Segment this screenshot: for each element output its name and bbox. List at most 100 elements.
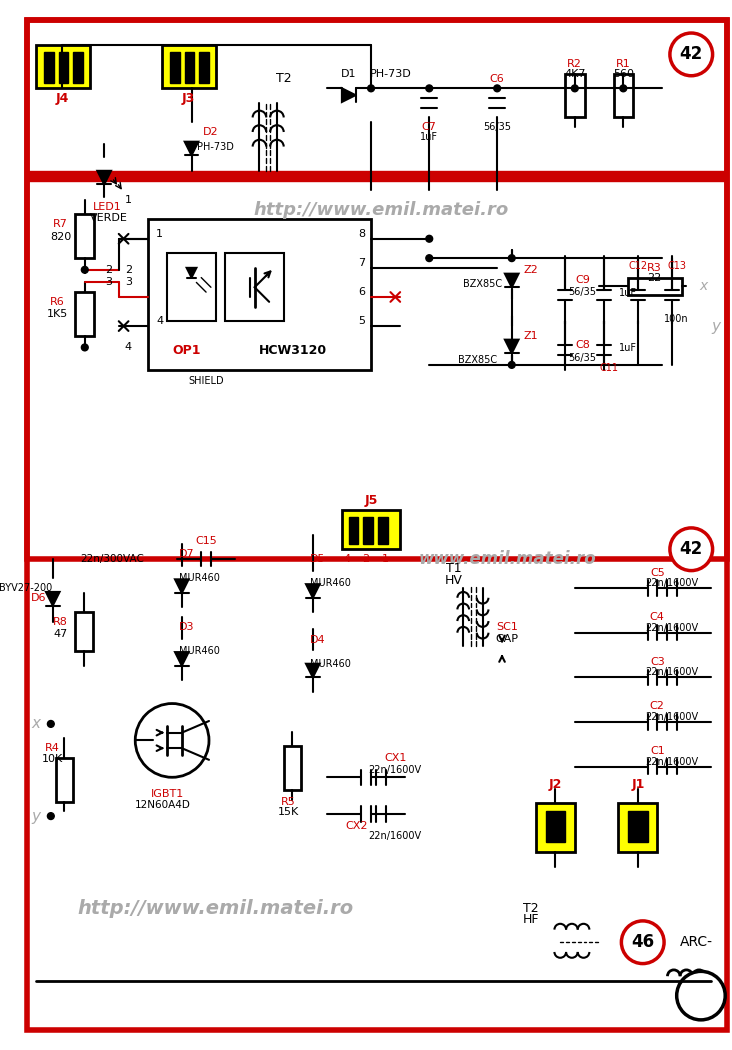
- Text: D2: D2: [203, 127, 219, 136]
- Bar: [565, 74, 585, 118]
- Polygon shape: [505, 274, 518, 288]
- Text: BZX85C: BZX85C: [458, 355, 497, 365]
- Circle shape: [426, 235, 433, 243]
- Text: 4: 4: [343, 554, 351, 564]
- Text: 42: 42: [679, 541, 703, 559]
- Text: BYV27-200: BYV27-200: [0, 583, 52, 593]
- Text: R8: R8: [53, 617, 68, 627]
- Bar: [59, 52, 68, 84]
- Circle shape: [670, 33, 712, 76]
- Text: HCW3120: HCW3120: [259, 343, 327, 357]
- Polygon shape: [97, 171, 111, 185]
- Bar: [199, 52, 209, 84]
- Text: OP1: OP1: [173, 343, 201, 357]
- Bar: [26, 20, 727, 559]
- Bar: [56, 758, 73, 801]
- Text: 7: 7: [358, 258, 365, 268]
- Text: MUR460: MUR460: [179, 646, 220, 656]
- Text: R3: R3: [647, 262, 662, 273]
- Polygon shape: [505, 339, 518, 353]
- Text: 1: 1: [125, 195, 132, 205]
- Polygon shape: [306, 664, 320, 677]
- Text: http://www.emil.matei.ro: http://www.emil.matei.ro: [253, 201, 508, 218]
- Text: Z1: Z1: [524, 331, 539, 341]
- Text: CX2: CX2: [346, 821, 367, 831]
- Text: C7: C7: [422, 122, 437, 132]
- Text: R6: R6: [51, 297, 65, 307]
- Text: 22n/1600V: 22n/1600V: [369, 832, 422, 841]
- Text: HV: HV: [444, 573, 463, 587]
- Text: D6: D6: [31, 593, 46, 603]
- Text: 5: 5: [358, 316, 365, 327]
- Text: 1uF: 1uF: [619, 343, 637, 354]
- Circle shape: [572, 85, 578, 91]
- Text: 1K5: 1K5: [47, 310, 68, 319]
- Text: 47: 47: [53, 629, 67, 638]
- Bar: [163, 45, 216, 88]
- Text: 10K: 10K: [42, 754, 64, 763]
- Text: 4: 4: [156, 316, 163, 327]
- Text: MUR460: MUR460: [310, 658, 351, 669]
- Bar: [37, 45, 89, 88]
- Text: J1: J1: [631, 778, 645, 791]
- Text: 22n/1600V: 22n/1600V: [646, 712, 698, 722]
- Text: 56/35: 56/35: [569, 353, 597, 363]
- Text: D1: D1: [341, 69, 356, 79]
- Text: CX1: CX1: [384, 753, 406, 763]
- Text: C3: C3: [650, 657, 665, 667]
- Text: 100n: 100n: [665, 314, 689, 324]
- Polygon shape: [46, 592, 59, 606]
- Text: 22n/1600V: 22n/1600V: [646, 623, 698, 633]
- Bar: [363, 518, 373, 544]
- Text: C11: C11: [600, 363, 619, 373]
- Bar: [75, 214, 94, 258]
- Text: T2: T2: [523, 902, 539, 915]
- Text: 8: 8: [358, 229, 365, 239]
- Text: x: x: [31, 716, 41, 732]
- Text: 22: 22: [647, 273, 662, 282]
- Text: 15K: 15K: [278, 807, 299, 817]
- Text: 56/35: 56/35: [483, 122, 511, 132]
- Polygon shape: [184, 142, 198, 155]
- Text: 22n/300VAC: 22n/300VAC: [80, 554, 143, 564]
- Text: http://www.emil.matei.ro: http://www.emil.matei.ro: [78, 899, 354, 918]
- Circle shape: [508, 361, 515, 369]
- Text: C13: C13: [667, 260, 686, 271]
- Text: VERDE: VERDE: [90, 213, 128, 224]
- Text: 1: 1: [156, 229, 163, 239]
- Text: 22n/1600V: 22n/1600V: [646, 579, 698, 588]
- Text: C4: C4: [650, 612, 665, 623]
- Bar: [342, 510, 400, 549]
- Bar: [628, 277, 681, 295]
- Text: www.emil.matei.ro: www.emil.matei.ro: [418, 550, 596, 568]
- Text: R5: R5: [281, 797, 296, 806]
- Bar: [536, 803, 575, 852]
- Text: 4: 4: [125, 342, 132, 353]
- Text: x: x: [700, 279, 708, 293]
- Bar: [184, 52, 195, 84]
- Text: y: y: [31, 808, 41, 823]
- Text: C2: C2: [650, 701, 665, 712]
- Text: ARC-: ARC-: [679, 936, 712, 949]
- Text: PH-73D: PH-73D: [198, 142, 234, 151]
- Circle shape: [508, 255, 515, 261]
- Text: D7: D7: [179, 549, 195, 559]
- Text: C5: C5: [650, 568, 665, 578]
- Circle shape: [81, 267, 88, 273]
- Text: J5: J5: [365, 495, 378, 507]
- Text: 3: 3: [125, 277, 132, 288]
- Text: T1: T1: [446, 562, 461, 575]
- Circle shape: [81, 344, 88, 351]
- Text: 2: 2: [125, 265, 132, 275]
- Text: 22n/1600V: 22n/1600V: [369, 764, 422, 775]
- Text: 22n/1600V: 22n/1600V: [646, 668, 698, 677]
- Text: C15: C15: [195, 537, 217, 546]
- Bar: [378, 518, 387, 544]
- Polygon shape: [306, 584, 320, 597]
- Text: C9: C9: [575, 275, 590, 286]
- Text: 2: 2: [362, 554, 370, 564]
- Text: 6: 6: [358, 287, 365, 297]
- Polygon shape: [187, 268, 196, 277]
- Circle shape: [494, 85, 501, 91]
- Text: C12: C12: [628, 260, 647, 271]
